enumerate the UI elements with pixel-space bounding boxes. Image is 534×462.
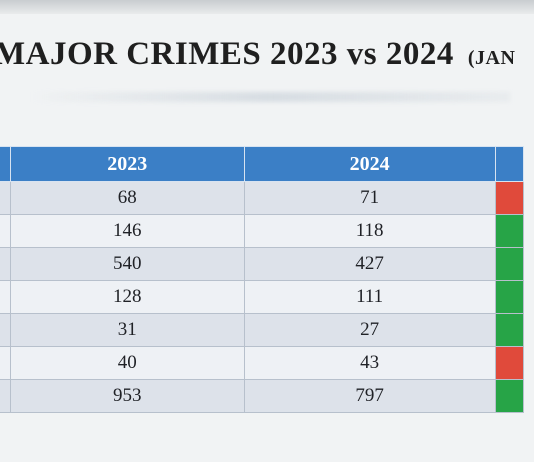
cell-2024: 43	[243, 346, 496, 380]
table-row: 40 43	[0, 346, 525, 380]
cell-2023: 128	[9, 280, 245, 314]
cell-2024: 27	[243, 313, 496, 347]
status-cell	[494, 379, 525, 413]
cell-2024: 797	[243, 379, 496, 413]
status-cell	[494, 181, 525, 215]
faint-subtitle-smudge	[30, 92, 510, 102]
crimes-table: 2023 2024 68 71 146 118 540 427 128 111 31 27 40 43…	[0, 146, 525, 413]
decrease-indicator	[495, 281, 523, 313]
cell-2024: 71	[243, 181, 496, 215]
cell-2023: 40	[9, 346, 245, 380]
row-label-cell	[0, 280, 11, 314]
increase-indicator	[495, 347, 523, 379]
header-row-label	[0, 146, 11, 182]
cell-2023: 31	[9, 313, 245, 347]
header-status	[494, 146, 525, 182]
table-row: 540 427	[0, 247, 525, 281]
table-row: 31 27	[0, 313, 525, 347]
cell-2023: 146	[9, 214, 245, 248]
row-label-cell	[0, 247, 11, 281]
decrease-indicator	[495, 380, 523, 412]
table-row: 146 118	[0, 214, 525, 248]
page-title-suffix: (JAN	[467, 47, 516, 69]
row-label-cell	[0, 214, 11, 248]
table-row: 953 797	[0, 379, 525, 413]
header-2023: 2023	[9, 146, 245, 182]
row-label-cell	[0, 379, 11, 413]
row-label-cell	[0, 181, 11, 215]
row-label-cell	[0, 313, 11, 347]
row-label-cell	[0, 346, 11, 380]
decrease-indicator	[495, 248, 523, 280]
table-row: 128 111	[0, 280, 525, 314]
status-cell	[494, 247, 525, 281]
status-cell	[494, 313, 525, 347]
table-header-row: 2023 2024	[0, 146, 525, 182]
decrease-indicator	[495, 314, 523, 346]
status-cell	[494, 214, 525, 248]
status-cell	[494, 280, 525, 314]
cell-2023: 540	[9, 247, 245, 281]
status-cell	[494, 346, 525, 380]
increase-indicator	[495, 182, 523, 214]
cell-2024: 111	[243, 280, 496, 314]
page-title: MAJOR CRIMES 2023 vs 2024 (JAN	[0, 36, 515, 73]
decrease-indicator	[495, 215, 523, 247]
cell-2024: 427	[243, 247, 496, 281]
cell-2024: 118	[243, 214, 496, 248]
cell-2023: 68	[9, 181, 245, 215]
table-row: 68 71	[0, 181, 525, 215]
top-band	[0, 0, 534, 14]
cell-2023: 953	[9, 379, 245, 413]
page-title-main: MAJOR CRIMES 2023 vs 2024	[0, 36, 454, 72]
header-2024: 2024	[243, 146, 496, 182]
